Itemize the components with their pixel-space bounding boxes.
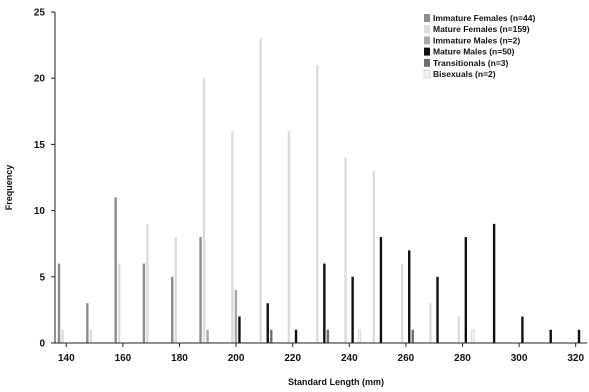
y-tick-label: 5	[39, 272, 45, 283]
x-tick-label: 240	[341, 353, 358, 364]
bar-4	[379, 237, 383, 343]
bar-4	[492, 223, 496, 343]
bar-1	[86, 303, 89, 343]
x-tick-group: 140 160 180 200 220 240 260 280 300 320	[58, 343, 584, 364]
bar-4	[266, 303, 269, 343]
y-tick-label: 25	[34, 8, 46, 19]
bar-2	[457, 316, 460, 343]
bar-2	[344, 157, 347, 343]
legend-label: Transitionals (n=3)	[433, 58, 509, 68]
legend-label: Mature Males (n=50)	[433, 47, 515, 57]
bar-1	[199, 237, 202, 343]
bar-5	[326, 329, 330, 343]
x-tick-label: 300	[511, 353, 528, 364]
bar-2	[287, 131, 291, 343]
bar-4	[323, 263, 326, 343]
bar-2	[117, 263, 121, 343]
bar-3	[206, 329, 209, 343]
legend-label: Immature Males (n=2)	[433, 35, 520, 45]
x-tick-label: 180	[171, 353, 188, 364]
bar-4	[464, 237, 468, 343]
x-tick-label: 280	[454, 353, 471, 364]
y-tick-label: 15	[34, 140, 46, 151]
bar-2	[400, 263, 404, 343]
bar-1	[142, 263, 146, 343]
legend-swatch	[424, 14, 430, 22]
bar-6	[471, 329, 475, 344]
x-axis-title: Standard Length (mm)	[288, 377, 384, 387]
bar-4	[549, 329, 552, 343]
y-tick-label: 20	[34, 74, 46, 85]
x-tick-label: 160	[115, 353, 132, 364]
y-tick-group: 0 5 10 15 20 25	[34, 8, 55, 350]
bar-6	[358, 329, 362, 344]
bar-2	[61, 329, 64, 343]
bar-2	[89, 329, 93, 343]
bar-4	[408, 250, 411, 343]
legend-swatch	[424, 58, 430, 67]
legend-label: Immature Females (n=44)	[433, 13, 535, 23]
y-tick-label: 10	[34, 206, 46, 217]
bar-4	[238, 316, 241, 343]
x-tick-label: 140	[58, 353, 75, 364]
bar-2	[372, 170, 376, 343]
bar-4	[436, 276, 439, 343]
bar-4	[351, 276, 354, 343]
bar-2	[146, 223, 149, 343]
y-tick-label: 0	[39, 339, 45, 350]
bar-5	[411, 329, 414, 343]
bar-2	[174, 237, 177, 343]
bar-5	[270, 329, 273, 343]
legend-label: Bisexuals (n=2)	[433, 69, 496, 79]
legend-swatch	[424, 47, 430, 56]
bar-2	[316, 64, 319, 344]
bar-4	[577, 329, 581, 343]
bar-2	[259, 38, 262, 343]
legend-label: Mature Females (n=159)	[433, 24, 530, 34]
legend-swatch	[424, 25, 430, 34]
bar-1	[114, 197, 117, 343]
legend: Immature Females (n=44)Mature Females (n…	[423, 13, 535, 79]
bar-1	[171, 276, 174, 343]
x-tick-label: 220	[284, 353, 301, 364]
legend-swatch	[423, 69, 431, 79]
bar-2	[231, 131, 234, 343]
bar-1	[57, 263, 61, 343]
bar-4	[521, 316, 524, 343]
legend-swatch	[424, 36, 430, 45]
bar-3	[234, 290, 238, 343]
x-tick-label: 320	[567, 353, 584, 364]
y-axis-title: Frequency	[4, 165, 14, 211]
x-tick-label: 260	[398, 353, 415, 364]
bar-2	[202, 78, 206, 343]
x-tick-label: 200	[228, 353, 245, 364]
bars-layer	[57, 38, 581, 344]
bar-4	[294, 329, 298, 343]
bar-2	[429, 303, 432, 343]
